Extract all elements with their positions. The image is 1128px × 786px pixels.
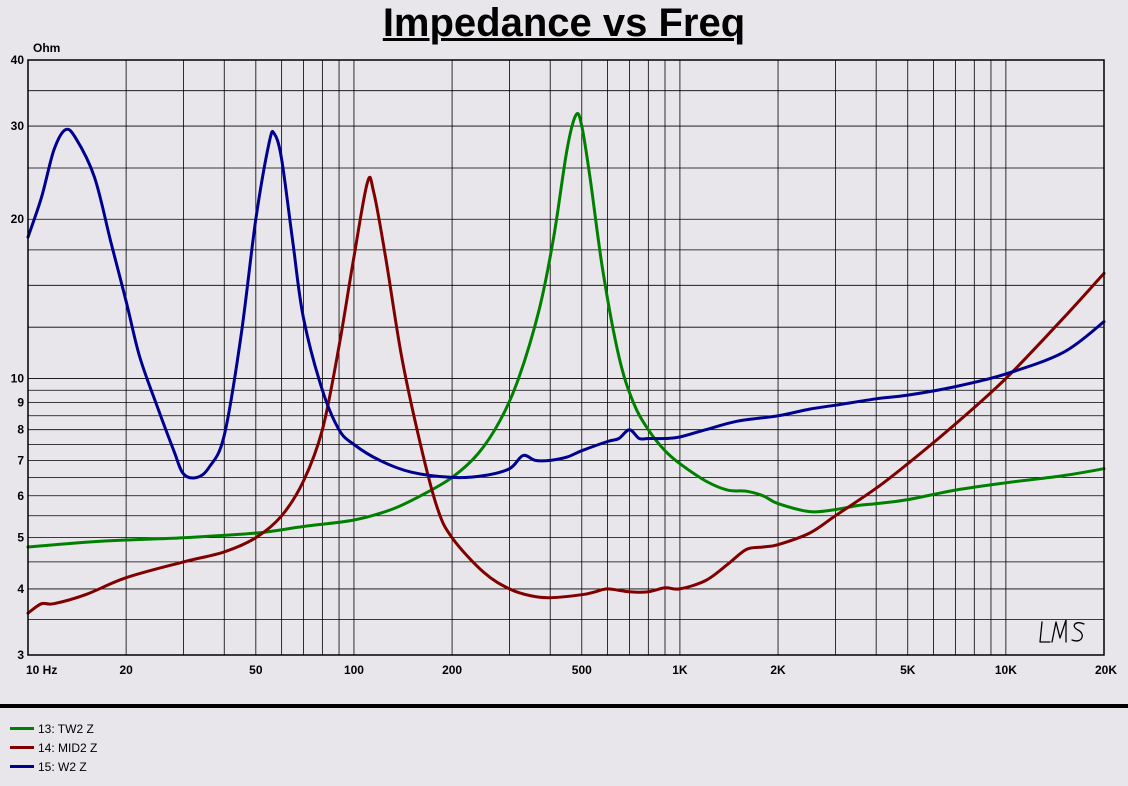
legend-label-w2: 15: W2 Z <box>38 759 87 774</box>
y-tick-label: 8 <box>17 423 24 437</box>
chart-title: Impedance vs Freq <box>382 1 746 45</box>
y-tick-label: 30 <box>11 119 25 133</box>
x-tick-label: 20K <box>1095 663 1117 677</box>
legend-item-tw2: 13: TW2 Z <box>10 719 97 738</box>
x-tick-label: 5K <box>900 663 916 677</box>
impedance-chart: 10 Hz 20 50 100 200 500 1K 2K 5K 10K 20K 3 4 5 6 7 8 9 10 2… <box>11 41 1118 677</box>
y-axis-label: Ohm <box>33 41 60 55</box>
y-tick-label: 40 <box>11 53 25 67</box>
x-tick-label: 2K <box>770 663 786 677</box>
legend-label-tw2: 13: TW2 Z <box>38 721 94 736</box>
y-tick-label: 20 <box>11 212 25 226</box>
y-tick-label: 3 <box>17 648 24 662</box>
x-tick-label: 100 <box>344 663 364 677</box>
x-tick-label: 500 <box>572 663 592 677</box>
series-line-w2 <box>26 127 1106 480</box>
x-tick-label: 20 <box>119 663 133 677</box>
y-tick-label: 7 <box>17 453 24 467</box>
series-line-tw2 <box>26 111 1106 549</box>
legend-swatch-w2 <box>10 765 34 768</box>
legend: 13: TW2 Z 14: MID2 Z 15: W2 Z <box>10 719 97 776</box>
x-tick-label: 1K <box>672 663 688 677</box>
tick-labels: 10 Hz 20 50 100 200 500 1K 2K 5K 10K 20K 3 4 5 6 7 8 9 10 2… <box>11 53 1118 677</box>
series-line-mid2 <box>26 175 1106 615</box>
x-tick-label: 10K <box>995 663 1017 677</box>
x-tick-label: 10 Hz <box>26 663 57 677</box>
legend-item-w2: 15: W2 Z <box>10 757 97 776</box>
legend-item-mid2: 14: MID2 Z <box>10 738 97 757</box>
y-tick-label: 4 <box>17 582 24 596</box>
y-tick-label: 6 <box>17 489 24 503</box>
legend-swatch-tw2 <box>10 727 34 730</box>
plot-frame <box>27 59 1105 656</box>
legend-label-mid2: 14: MID2 Z <box>38 740 98 755</box>
y-tick-label: 9 <box>17 396 24 410</box>
y-tick-label: 5 <box>17 531 24 545</box>
curves <box>26 111 1106 615</box>
lms-logo <box>1039 619 1085 643</box>
grid <box>28 60 1104 655</box>
legend-swatch-mid2 <box>10 746 34 749</box>
x-tick-label: 200 <box>442 663 462 677</box>
y-tick-label: 10 <box>11 371 25 385</box>
legend-divider <box>0 704 1128 708</box>
x-tick-label: 50 <box>249 663 263 677</box>
